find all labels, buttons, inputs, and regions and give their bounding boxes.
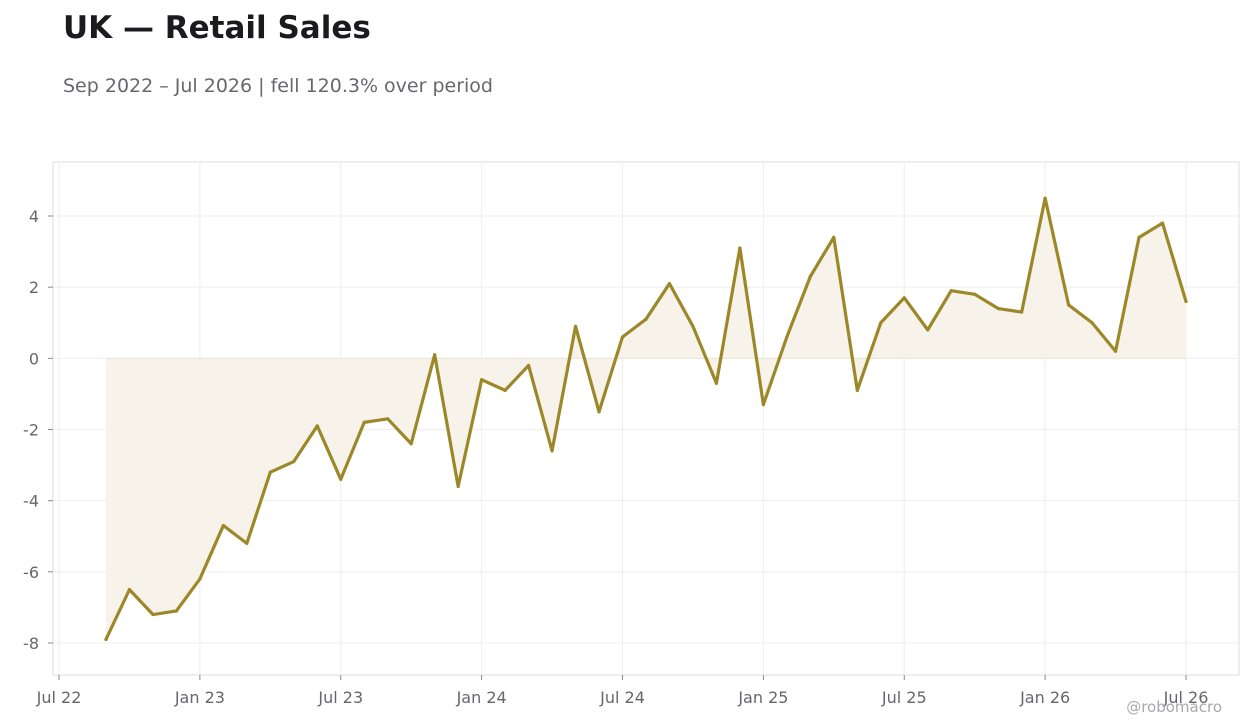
data-point — [221, 523, 225, 528]
data-point — [433, 353, 437, 357]
x-tick-label: Jul 23 — [317, 688, 363, 707]
data-point — [127, 588, 132, 592]
data-point — [973, 292, 977, 296]
x-tick-label: Jul 25 — [881, 688, 927, 707]
x-tick-label: Jul 22 — [36, 688, 82, 707]
y-tick-label: -8 — [23, 634, 39, 653]
data-point — [1113, 349, 1118, 353]
x-tick-label: Jul 26 — [1163, 688, 1209, 707]
data-point — [245, 541, 249, 545]
data-point — [503, 388, 507, 392]
data-point — [597, 410, 601, 414]
x-tick-label: Jul 24 — [599, 688, 645, 707]
x-tick-label: Jan 25 — [737, 688, 788, 707]
data-point — [832, 235, 836, 239]
data-point — [315, 424, 319, 428]
y-tick-label: -6 — [23, 563, 39, 582]
data-point — [151, 612, 155, 617]
data-point — [339, 477, 343, 481]
y-tick-label: 4 — [29, 207, 39, 226]
data-point — [785, 335, 789, 339]
data-point — [480, 378, 484, 382]
data-point — [714, 381, 719, 385]
y-tick-label: -4 — [23, 492, 39, 511]
data-point — [926, 328, 930, 332]
data-point — [573, 324, 578, 328]
credit-label: @robomacro — [1126, 698, 1222, 716]
data-point — [1090, 321, 1094, 325]
y-tick-label: 2 — [29, 278, 39, 297]
data-point — [104, 637, 108, 642]
data-point — [386, 417, 390, 421]
y-tick-label: -2 — [23, 421, 39, 440]
data-point — [456, 484, 460, 489]
x-tick-label: Jan 23 — [174, 688, 225, 707]
data-point — [620, 335, 625, 339]
data-point — [409, 442, 413, 446]
data-point — [174, 609, 178, 613]
x-tick-label: Jan 24 — [456, 688, 507, 707]
data-point — [879, 321, 883, 325]
data-point — [644, 317, 648, 321]
data-point — [691, 324, 695, 328]
chart-subtitle: Sep 2022 – Jul 2026 | fell 120.3% over p… — [63, 75, 493, 97]
chart-title: UK — Retail Sales — [63, 10, 371, 46]
data-point — [808, 274, 812, 279]
data-point — [292, 459, 296, 464]
series-area — [105, 198, 1186, 640]
data-point — [268, 470, 272, 474]
data-point — [902, 296, 906, 300]
data-point — [1184, 299, 1188, 303]
data-point — [1043, 196, 1047, 200]
data-point — [198, 577, 202, 581]
plot-frame — [52, 161, 1240, 676]
data-point — [1020, 310, 1024, 314]
data-point — [1160, 221, 1165, 225]
data-point — [761, 402, 765, 407]
data-point — [738, 246, 742, 250]
data-point — [996, 306, 1000, 311]
data-point — [550, 449, 554, 453]
data-point — [362, 420, 366, 424]
data-point — [526, 363, 531, 368]
x-tick-label: Jan 26 — [1019, 688, 1070, 707]
data-point — [667, 282, 672, 286]
data-point — [855, 388, 859, 392]
data-point — [1137, 235, 1141, 239]
y-tick-label: 0 — [29, 349, 39, 368]
data-point — [949, 289, 953, 293]
data-point — [1067, 303, 1071, 307]
